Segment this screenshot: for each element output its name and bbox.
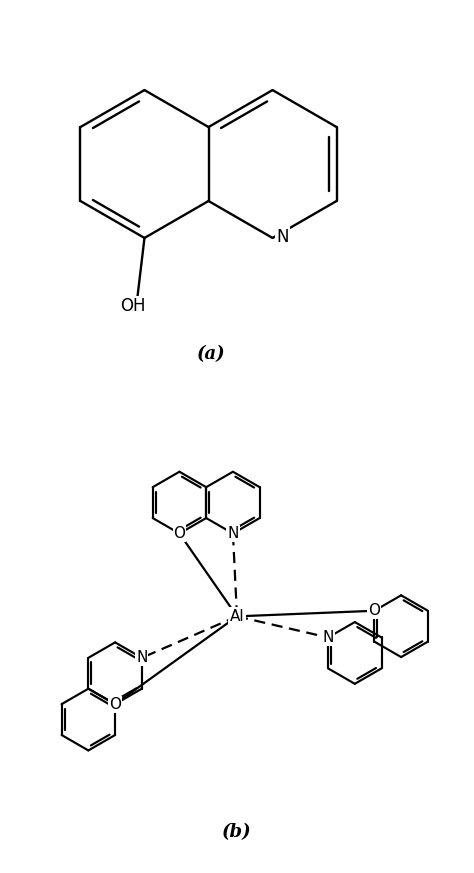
- Text: N: N: [227, 526, 238, 541]
- Text: N: N: [276, 228, 289, 245]
- Text: (a): (a): [197, 346, 226, 363]
- Text: N: N: [322, 630, 334, 645]
- Text: O: O: [368, 603, 381, 618]
- Text: O: O: [109, 697, 121, 711]
- Text: OH: OH: [120, 297, 146, 315]
- Text: Al: Al: [230, 608, 244, 624]
- Text: O: O: [173, 526, 185, 541]
- Text: (b): (b): [222, 822, 252, 841]
- Text: N: N: [136, 650, 147, 665]
